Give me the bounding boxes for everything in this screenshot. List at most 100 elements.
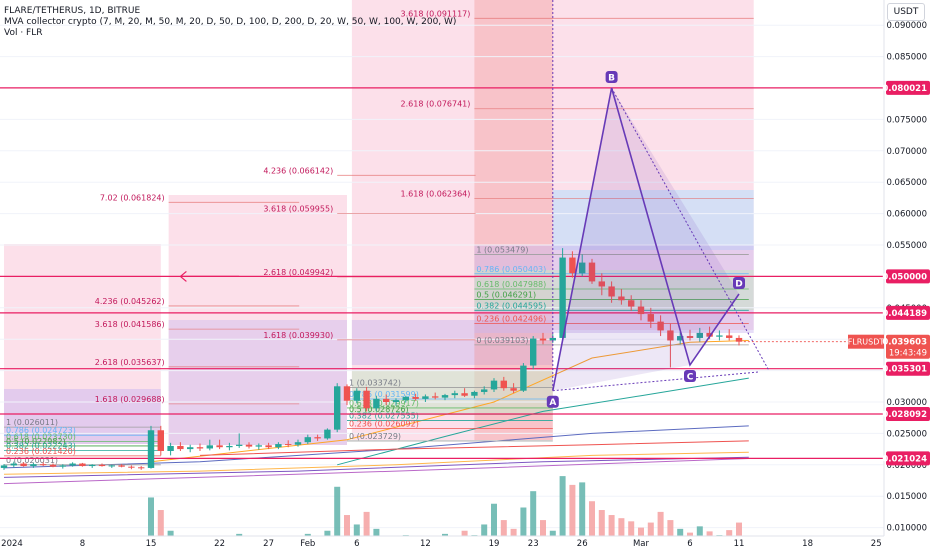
price-tick-label: 0.055000 (886, 241, 927, 251)
candle-body (69, 463, 76, 466)
fib-retracement-label: 0.5 (0.028726) (349, 405, 409, 414)
candle-body (735, 337, 743, 342)
fib-zones (4, 0, 754, 445)
candle-body (451, 393, 458, 396)
candle-body (667, 330, 674, 341)
fib-retracement-label: 1 (0.026011) (6, 418, 58, 427)
price-tick-label: 0.075000 (886, 115, 927, 125)
fib-retracement-label: 0.236 (0.021420) (6, 447, 76, 456)
fib-retracement-label: 0.618 (0.047988) (476, 280, 546, 289)
candle-body (432, 396, 439, 398)
price-tick-label: 0.015000 (886, 492, 927, 502)
zone-mid-lower (168, 320, 347, 445)
candle-body (236, 444, 243, 446)
pattern-dotted-bd (611, 87, 770, 371)
candle-body (20, 463, 27, 467)
candle-body (637, 306, 645, 315)
volume-bar (236, 533, 243, 536)
fib-retracement-label: 0.236 (0.042496) (476, 315, 546, 324)
volume-bar (334, 486, 341, 536)
pattern-label-a: A (549, 398, 556, 408)
volume-bar (324, 530, 331, 536)
candle-body (216, 445, 223, 448)
fib-retracement-label: 0.382 (0.022243) (6, 441, 76, 450)
candle-body (0, 465, 8, 468)
candle-body (10, 463, 17, 466)
fib-retracement-label: 0.618 (0.023730) (6, 433, 76, 442)
key-level-tag (886, 305, 930, 320)
candle-body (147, 430, 155, 468)
candle-body (569, 257, 576, 274)
key-level-tag (886, 80, 930, 95)
volume-bar (726, 530, 733, 536)
fib-extension-label: 3.618 (0.091117) (401, 9, 471, 18)
volume-bar (706, 531, 713, 536)
time-tick-label: 23 (528, 539, 539, 549)
time-tick-label: Mar (633, 539, 650, 549)
fib-extension-label: 2.618 (0.035637) (95, 358, 165, 367)
volume-bar (540, 520, 546, 536)
pattern-dotted-ac (552, 371, 761, 392)
candle-body (206, 445, 213, 449)
time-tick-label: 19 (489, 539, 500, 549)
price-tick-label: 0.090000 (886, 21, 927, 31)
price-tick-label: 0.010000 (886, 524, 927, 534)
fib-retracement-label: 0.5 (0.022982) (6, 437, 66, 446)
candle-body (353, 390, 360, 401)
fib-retracement-label: 0 (0.023729) (349, 432, 401, 441)
candle-body (549, 337, 556, 341)
candle-body (49, 464, 57, 467)
candle-body (98, 464, 106, 467)
volume-bar (657, 511, 664, 536)
key-level-tag-label: 0.044189 (882, 309, 927, 319)
volume-bar (530, 491, 537, 536)
fib-extension-label: 4.236 (0.045262) (95, 297, 165, 306)
fib-retracement-label: 0.618 (0.029917) (349, 399, 419, 408)
currency-button[interactable]: USDT (887, 3, 925, 21)
price-axis[interactable]: 0.010000 0.015000 0.020000 0.025000 0.030000… (743, 0, 932, 536)
symbol-tag (848, 334, 884, 349)
candle-body (618, 296, 625, 301)
candle-body (79, 463, 86, 467)
harmonic-pattern[interactable]: A B C D (546, 0, 770, 408)
zone-main (351, 0, 553, 440)
chart-title[interactable]: FLARE/TETHERUS, 1D, BITRUE (4, 6, 141, 16)
volume-bar (167, 530, 174, 536)
fib-extension-label: 1.618 (0.039930) (263, 331, 333, 340)
candle-body (598, 281, 605, 287)
fib-retracement-label: 1 (0.033742) (349, 379, 401, 388)
symbol-tag-label: FLRUSDT (848, 338, 885, 347)
candle-body (343, 386, 351, 401)
ma-line-0 (3, 451, 749, 475)
fib-extension-label: 7.02 (0.061824) (100, 193, 165, 202)
fib-retracement-label: 0.236 (0.026092) (349, 419, 419, 428)
volume-bar (461, 530, 468, 536)
candle-body (363, 390, 370, 409)
ma-line-5 (150, 340, 749, 463)
ma-line-6 (199, 440, 749, 456)
candle-body (314, 437, 321, 439)
volume-bar (520, 507, 527, 536)
candle-body (530, 338, 537, 366)
price-tick-label: 0.025000 (886, 429, 927, 439)
time-tick-label: 26 (577, 539, 588, 549)
fib-extension-label: 3.618 (0.059955) (263, 205, 333, 214)
countdown-label: 19:43:49 (889, 349, 927, 359)
time-tick-label: 25 (871, 539, 882, 549)
candle-body (647, 314, 654, 322)
candle-body (187, 447, 194, 450)
volume-label[interactable]: Vol · FLR (4, 28, 43, 38)
fib-levels: 1 (0.033742) 0.786 (0.031599)0.618 (0.029… (4, 9, 754, 466)
time-tick-label: 6 (354, 539, 359, 549)
time-axis[interactable]: 2024 8 15 22 27 Feb 6 12 19 23 26 Mar 6 11 18 25 (0, 535, 932, 550)
fib-retracement-label: 0.786 (0.031599) (349, 390, 419, 399)
volume-bar (677, 528, 684, 536)
pattern-point-d (733, 276, 745, 289)
candle-body (108, 465, 115, 467)
candle-body (500, 380, 507, 389)
candle-body (588, 262, 596, 282)
indicator-label[interactable]: MVA collector crypto (7, M, 20, M, 50, M… (4, 17, 457, 27)
candle-body (628, 300, 635, 307)
fib-extension-label: 2.618 (0.049942) (263, 268, 333, 277)
